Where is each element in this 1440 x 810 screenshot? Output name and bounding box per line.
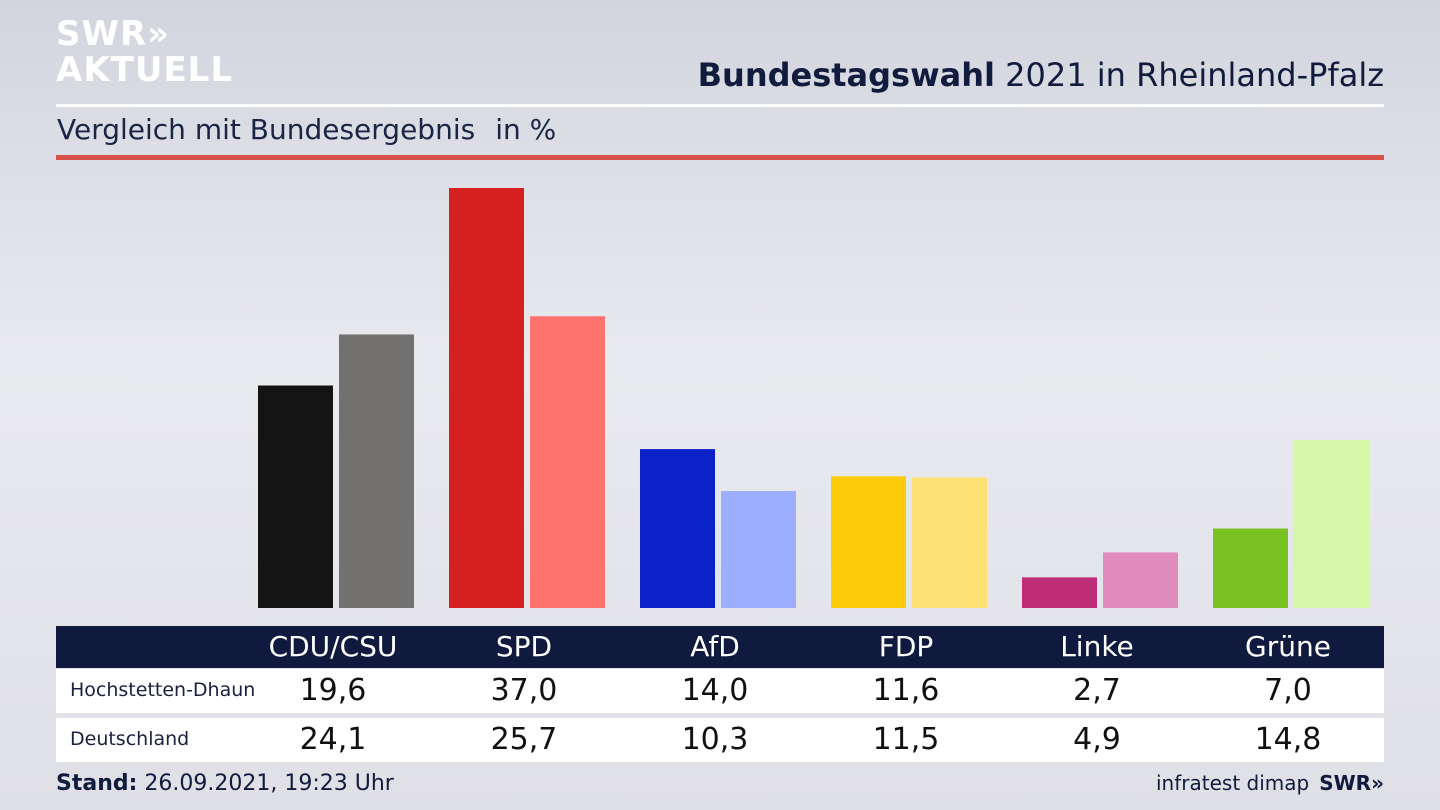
subtitle-divider <box>56 155 1384 160</box>
swr-brand: SWR» <box>1319 771 1384 795</box>
value-cell: 19,6 <box>299 673 367 708</box>
value-cell: 2,7 <box>1073 673 1121 708</box>
value-cell: 11,6 <box>872 673 940 708</box>
value-cell: 14,0 <box>681 673 749 708</box>
value-cell: 4,9 <box>1073 722 1121 757</box>
value-cell: 14,8 <box>1254 722 1322 757</box>
title-rest: 2021 in Rheinland-Pfalz <box>995 56 1384 94</box>
bar-afd-national <box>721 491 796 608</box>
value-cell: 10,3 <box>681 722 749 757</box>
bar-grüne-national <box>1294 440 1369 608</box>
party-header-gruene: Grüne <box>1245 630 1331 663</box>
logo-line-2: AKTUELL <box>56 50 234 90</box>
party-header-spd: SPD <box>495 630 553 663</box>
chart-title: Bundestagswahl 2021 in Rheinland-Pfalz <box>698 56 1384 94</box>
unit-label: in % <box>495 113 557 146</box>
bar-spd-local <box>449 188 524 608</box>
bar-linke-local <box>1022 577 1097 608</box>
bar-linke-national <box>1103 552 1178 608</box>
party-header-row: CDU/CSU SPD AfD FDP Linke Grüne <box>56 626 1384 668</box>
source-credit: infratest dimap SWR» <box>1156 771 1384 795</box>
party-header-cdu-csu: CDU/CSU <box>268 630 398 663</box>
table-row-deutschland: Deutschland 24,1 25,7 10,3 11,5 4,9 14,8 <box>56 718 1384 762</box>
stand-value: 26.09.2021, 19:23 Uhr <box>137 771 394 796</box>
value-cell: 37,0 <box>490 673 558 708</box>
stand-label: Stand: <box>56 771 138 796</box>
bar-spd-national <box>530 316 605 608</box>
party-header-linke: Linke <box>1060 630 1134 663</box>
timestamp: Stand: 26.09.2021, 19:23 Uhr <box>56 771 394 796</box>
chart-subtitle: Vergleich mit Bundesergebnis in % <box>57 113 556 146</box>
bar-cdu-csu-national <box>339 334 414 608</box>
subtitle-text: Vergleich mit Bundesergebnis <box>57 113 476 146</box>
swr-aktuell-logo: SWR» AKTUELL <box>56 16 233 88</box>
bar-grüne-local <box>1213 528 1288 608</box>
title-bold: Bundestagswahl <box>697 56 995 94</box>
bar-fdp-national <box>912 477 987 608</box>
value-cell: 11,5 <box>872 722 940 757</box>
value-cell: 7,0 <box>1264 673 1312 708</box>
bar-fdp-local <box>831 476 906 608</box>
party-header-afd: AfD <box>690 630 740 663</box>
bar-chart <box>258 188 1369 608</box>
row-label: Hochstetten-Dhaun <box>70 679 256 701</box>
value-cell: 24,1 <box>299 722 367 757</box>
table-row-hochstetten-dhaun: Hochstetten-Dhaun 19,6 37,0 14,0 11,6 2,… <box>56 669 1384 713</box>
title-divider <box>56 104 1384 107</box>
source-name: infratest dimap <box>1156 771 1310 795</box>
logo-line-1: SWR» <box>56 14 171 54</box>
row-label: Deutschland <box>70 728 190 750</box>
value-cell: 25,7 <box>490 722 558 757</box>
bar-afd-local <box>640 449 715 608</box>
party-header-fdp: FDP <box>878 630 934 663</box>
bar-cdu-csu-local <box>258 385 333 608</box>
